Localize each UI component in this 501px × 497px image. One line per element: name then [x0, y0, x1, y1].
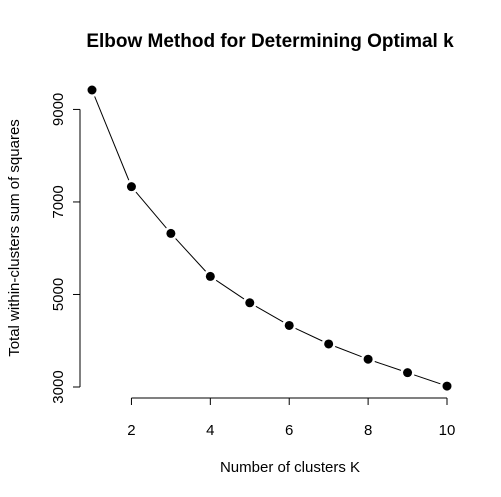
- x-tick-label: 4: [206, 422, 214, 439]
- y-axis-label: Total within-clusters sum of squares: [6, 119, 23, 357]
- data-point: [284, 320, 294, 330]
- x-tick-label: 10: [439, 422, 456, 439]
- plot-series: [87, 85, 452, 391]
- data-point: [403, 368, 413, 378]
- series-line-segment: [335, 346, 362, 358]
- data-point: [166, 228, 176, 238]
- series-line-segment: [414, 374, 441, 385]
- chart-title: Elbow Method for Determining Optimal k: [86, 31, 454, 52]
- data-point: [126, 182, 136, 192]
- x-tick-label: 6: [285, 422, 293, 439]
- data-point: [245, 298, 255, 308]
- y-tick-label: 3000: [50, 370, 67, 403]
- series-line-segment: [374, 361, 402, 371]
- y-tick-label: 5000: [50, 278, 67, 311]
- y-tick-label: 7000: [50, 185, 67, 218]
- data-point: [442, 381, 452, 391]
- data-point: [87, 85, 97, 95]
- x-axis-label: Number of clusters K: [220, 459, 360, 476]
- series-line-segment: [135, 191, 167, 229]
- series-line-segment: [255, 305, 284, 323]
- series-line-segment: [94, 96, 130, 181]
- series-line-segment: [215, 279, 245, 300]
- data-point: [205, 271, 215, 281]
- data-point: [363, 354, 373, 364]
- data-point: [324, 339, 334, 349]
- x-tick-label: 2: [127, 422, 135, 439]
- series-line-segment: [295, 327, 323, 342]
- y-tick-label: 9000: [50, 93, 67, 126]
- x-axis: 2 4 6 8 10: [127, 397, 456, 439]
- x-tick-label: 8: [364, 422, 372, 439]
- series-line-segment: [175, 238, 206, 272]
- y-axis: 3000 5000 7000 9000: [50, 93, 81, 404]
